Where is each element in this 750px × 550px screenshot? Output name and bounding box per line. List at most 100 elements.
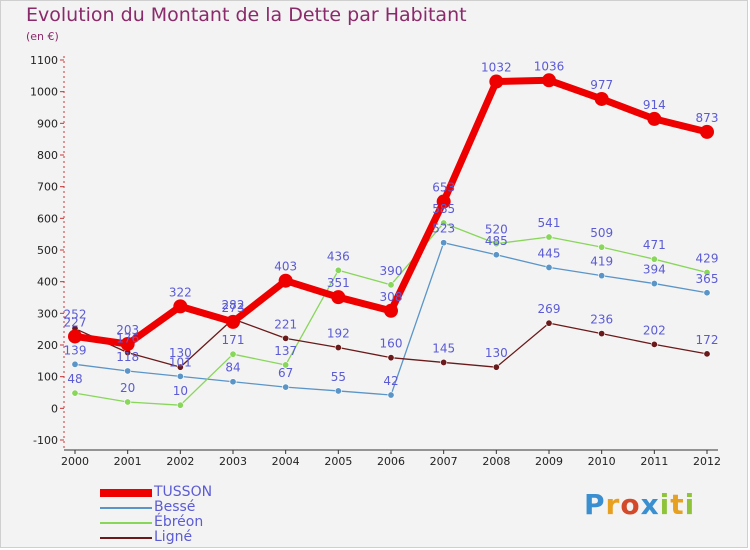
y-tick-label: 500	[37, 244, 58, 257]
x-tick-label: 2001	[114, 455, 142, 468]
y-tick-label: 1000	[30, 86, 58, 99]
data-label: 914	[643, 98, 666, 112]
data-point	[598, 330, 606, 338]
data-label: 10	[173, 384, 188, 398]
logo-letter: i	[684, 488, 696, 521]
data-label: 436	[327, 249, 350, 263]
logo-letter: t	[670, 488, 685, 521]
legend-swatch	[100, 522, 152, 524]
data-label: 160	[380, 337, 403, 351]
x-tick-label: 2000	[61, 455, 89, 468]
data-label: 394	[643, 263, 666, 277]
data-label: 322	[169, 285, 192, 299]
x-tick-label: 2002	[166, 455, 194, 468]
y-tick-label: 600	[37, 212, 58, 225]
logo-letter: o	[620, 488, 641, 521]
data-label: 1036	[534, 59, 565, 73]
data-point	[173, 299, 188, 314]
data-point	[545, 319, 553, 327]
data-point	[229, 378, 237, 386]
y-tick-label: 900	[37, 117, 58, 130]
data-label: 523	[432, 222, 455, 236]
data-point	[124, 367, 132, 375]
data-label: 130	[169, 346, 192, 360]
data-label: 118	[116, 350, 139, 364]
legend-item: Bessé	[100, 499, 300, 516]
logo-letter: i	[659, 488, 671, 521]
y-tick-label: 800	[37, 149, 58, 162]
legend-swatch	[100, 537, 152, 539]
data-point	[226, 314, 240, 329]
data-label: 84	[225, 361, 240, 375]
data-point	[334, 266, 342, 274]
data-point	[492, 363, 500, 371]
data-point	[647, 111, 662, 126]
y-tick-label: 1100	[30, 54, 58, 67]
legend-swatch	[100, 507, 152, 509]
proxiti-logo: Proxiti	[584, 488, 695, 521]
data-point	[282, 383, 290, 391]
chart-unit: (en €)	[26, 30, 59, 43]
data-point	[703, 350, 711, 358]
logo-letter: P	[584, 488, 606, 521]
data-point	[282, 361, 290, 369]
data-point	[650, 255, 658, 263]
y-tick-label: 0	[51, 402, 58, 415]
data-label: 137	[274, 344, 297, 358]
x-tick-label: 2006	[377, 455, 405, 468]
x-tick-label: 2011	[640, 455, 668, 468]
data-point	[492, 251, 500, 259]
data-point	[598, 272, 606, 280]
logo-letter: r	[605, 488, 621, 521]
data-label: 171	[222, 333, 245, 347]
data-label: 42	[383, 374, 398, 388]
data-label: 520	[485, 223, 508, 237]
data-label: 365	[696, 272, 719, 286]
data-label: 172	[696, 333, 719, 347]
data-label: 101	[169, 355, 192, 369]
y-tick-label: 200	[37, 339, 58, 352]
data-label: 585	[432, 202, 455, 216]
data-label: 282	[222, 298, 245, 312]
legend: TUSSON Bessé Ébréon Ligné	[100, 484, 300, 546]
x-tick-label: 2005	[324, 455, 352, 468]
data-point	[440, 219, 448, 227]
data-point	[436, 194, 451, 209]
data-label: 48	[67, 372, 82, 386]
data-point	[650, 280, 658, 288]
data-label: 419	[590, 255, 613, 269]
data-label: 130	[485, 346, 508, 360]
data-label: 139	[64, 343, 87, 357]
y-tick-label: 100	[37, 371, 58, 384]
data-point	[176, 363, 184, 371]
legend-swatch	[100, 489, 152, 497]
data-label: 873	[696, 111, 719, 125]
legend-item: Ébréon	[100, 514, 300, 531]
y-tick-label: 300	[37, 307, 58, 320]
x-tick-label: 2007	[430, 455, 458, 468]
data-label: 20	[120, 381, 135, 395]
data-label: 403	[274, 260, 297, 274]
data-point	[703, 268, 711, 276]
data-label: 485	[485, 234, 508, 248]
data-point	[545, 233, 553, 241]
data-point	[489, 74, 504, 89]
data-label: 192	[327, 327, 350, 341]
x-tick-label: 2009	[535, 455, 563, 468]
data-point	[650, 340, 658, 348]
legend-label: Ébréon	[154, 514, 204, 530]
data-point	[598, 243, 606, 251]
data-label: 145	[432, 341, 455, 355]
data-point	[334, 344, 342, 352]
data-point	[334, 387, 342, 395]
data-label: 541	[538, 216, 561, 230]
y-tick-label: -100	[33, 434, 58, 447]
data-label: 269	[538, 302, 561, 316]
data-point	[124, 398, 132, 406]
data-point	[176, 372, 184, 380]
data-label: 390	[380, 264, 403, 278]
data-label: 202	[643, 323, 666, 337]
data-label: 471	[643, 238, 666, 252]
y-tick-label: 700	[37, 181, 58, 194]
